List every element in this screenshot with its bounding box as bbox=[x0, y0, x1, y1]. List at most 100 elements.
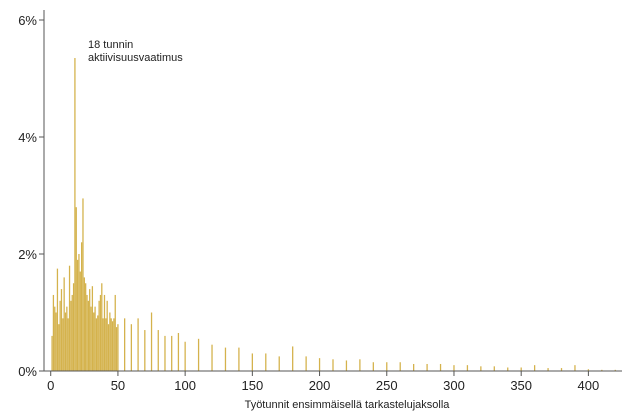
histogram-bar bbox=[68, 265, 71, 371]
histogram-bar bbox=[114, 294, 116, 371]
x-axis-title: Työtunnit ensimmäisellä tarkastelujaksol… bbox=[245, 399, 451, 411]
x-tick-label: 100 bbox=[174, 378, 196, 393]
histogram-bar bbox=[62, 318, 64, 371]
annotation-18-hour-requirement: 18 tunnin aktiivisuusvaatimus bbox=[88, 39, 183, 64]
histogram-bar bbox=[93, 312, 95, 371]
x-tick-label: 350 bbox=[510, 378, 532, 393]
histogram-bar bbox=[101, 283, 103, 371]
y-tick-label: 0% bbox=[18, 364, 37, 379]
histogram-bar bbox=[587, 369, 590, 371]
histogram-bar bbox=[110, 318, 112, 371]
histogram-bar bbox=[113, 318, 115, 371]
histogram-bar bbox=[71, 294, 73, 371]
histogram-bar bbox=[63, 277, 65, 371]
histogram-bar bbox=[520, 367, 522, 371]
histogram-bar bbox=[601, 369, 603, 371]
x-tick-label: 0 bbox=[47, 378, 54, 393]
histogram-bar bbox=[318, 358, 321, 371]
x-tick-label: 400 bbox=[578, 378, 600, 393]
histogram-bar bbox=[106, 300, 108, 371]
histogram-bar bbox=[345, 360, 348, 371]
histogram-bar bbox=[58, 324, 60, 371]
histogram-bar bbox=[480, 366, 482, 371]
histogram-bar bbox=[211, 344, 213, 371]
histogram-bar bbox=[171, 335, 173, 371]
histogram-bar bbox=[95, 318, 98, 371]
histogram-bar bbox=[87, 300, 89, 371]
histogram-bar bbox=[102, 318, 104, 371]
histogram-bar bbox=[224, 347, 227, 371]
histogram-bar bbox=[60, 289, 63, 371]
histogram-bar bbox=[197, 338, 200, 371]
y-tick-label: 4% bbox=[18, 130, 37, 145]
histogram-bar bbox=[54, 306, 56, 371]
histogram-bar bbox=[124, 318, 126, 371]
x-tick-label: 250 bbox=[376, 378, 398, 393]
histogram-bar bbox=[78, 254, 80, 371]
histogram-bar bbox=[66, 306, 68, 371]
histogram-bar bbox=[74, 58, 76, 371]
histogram-bar bbox=[547, 368, 549, 371]
annotation-line-2: aktiivisuusvaatimus bbox=[88, 52, 183, 64]
histogram-bar bbox=[144, 330, 146, 371]
y-tick-label: 6% bbox=[18, 13, 37, 28]
histogram-bar bbox=[164, 335, 166, 371]
histogram-bar bbox=[157, 330, 159, 371]
histogram-bar bbox=[64, 312, 67, 371]
y-axis-ticks: 0% 2% 4% 6% bbox=[18, 13, 44, 379]
histogram-bar bbox=[453, 365, 455, 371]
histogram-bar bbox=[466, 365, 469, 371]
histogram-bar bbox=[117, 324, 119, 371]
histogram-bar bbox=[67, 318, 69, 371]
histogram-bar bbox=[75, 207, 77, 371]
histogram-bar bbox=[137, 318, 139, 371]
y-tick-label: 2% bbox=[18, 247, 37, 262]
histogram-bar bbox=[439, 363, 442, 371]
histogram-bar bbox=[238, 347, 240, 371]
histogram-bar bbox=[426, 363, 428, 371]
histogram-bar bbox=[109, 312, 111, 371]
histogram-bar bbox=[103, 294, 106, 371]
x-axis-ticks: 0 50 100 150 200 250 300 350 400 bbox=[47, 371, 599, 393]
histogram-bar bbox=[184, 341, 186, 371]
histogram-bar bbox=[89, 289, 91, 371]
histogram-bar bbox=[86, 294, 88, 371]
histogram-bar bbox=[493, 366, 495, 371]
histogram-bar bbox=[305, 356, 307, 372]
histogram-bar bbox=[533, 365, 536, 371]
histogram-bar bbox=[56, 268, 59, 372]
histogram-bar bbox=[278, 356, 280, 372]
histogram-bar bbox=[292, 346, 294, 371]
x-tick-label: 300 bbox=[443, 378, 465, 393]
histogram-bar bbox=[97, 315, 99, 371]
histogram-bar bbox=[107, 324, 110, 371]
histogram-bar bbox=[94, 306, 96, 371]
histogram-bar bbox=[51, 335, 53, 371]
histogram-bar bbox=[72, 283, 75, 371]
histogram-bar bbox=[52, 294, 55, 371]
histogram-bar bbox=[251, 353, 253, 371]
histogram-bar bbox=[507, 367, 509, 371]
x-tick-label: 150 bbox=[241, 378, 263, 393]
histogram-bar bbox=[413, 363, 415, 371]
histogram-bar bbox=[82, 198, 84, 371]
histogram-bar bbox=[76, 259, 79, 371]
histogram-bar bbox=[81, 242, 83, 371]
histogram-bar bbox=[105, 318, 107, 371]
histogram-bar bbox=[614, 369, 616, 371]
histogram-bar bbox=[150, 312, 153, 371]
histogram-bar bbox=[111, 321, 114, 371]
histogram-bar bbox=[372, 362, 374, 371]
annotation-line-1: 18 tunnin bbox=[88, 39, 133, 51]
histogram-bar bbox=[265, 353, 267, 371]
histogram-bar bbox=[130, 324, 133, 371]
histogram-bar bbox=[560, 368, 563, 371]
histogram-bar bbox=[91, 286, 94, 371]
histogram-bar bbox=[115, 327, 118, 372]
histogram-bar bbox=[59, 300, 61, 371]
histogram-bar bbox=[98, 300, 100, 371]
histogram-bar bbox=[90, 306, 92, 371]
x-tick-label: 50 bbox=[111, 378, 125, 393]
histogram-bar bbox=[332, 359, 334, 371]
